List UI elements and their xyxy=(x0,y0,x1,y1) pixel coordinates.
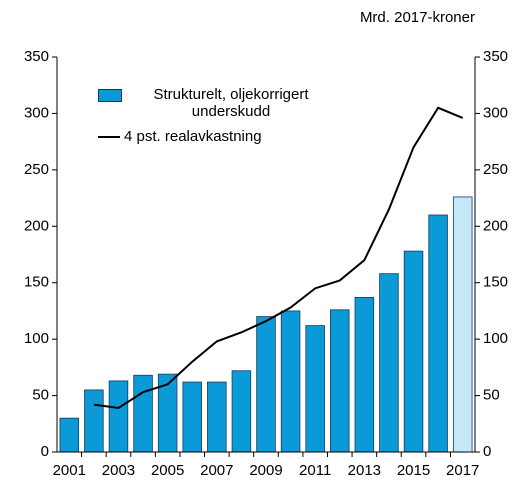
bar xyxy=(182,381,202,453)
bar xyxy=(133,374,153,453)
legend: Strukturelt, oljekorrigert underskudd 4 … xyxy=(98,86,336,145)
legend-label: Strukturelt, oljekorrigert underskudd xyxy=(153,86,309,120)
y-tick-label: 150 xyxy=(24,274,49,291)
y2-tick-label: 200 xyxy=(483,217,508,234)
y-tick-label: 50 xyxy=(32,387,49,404)
bar xyxy=(84,389,104,453)
x-tick-label: 2007 xyxy=(200,462,233,479)
bar xyxy=(330,309,350,453)
bar xyxy=(256,316,276,453)
legend-label: 4 pst. realavkastning xyxy=(124,128,262,145)
unit-label: Mrd. 2017-kroner xyxy=(360,9,475,26)
y-tick-label: 200 xyxy=(24,217,49,234)
y2-tick-label: 300 xyxy=(483,104,508,121)
bar xyxy=(207,381,227,453)
x-tick-label: 2009 xyxy=(249,462,282,479)
x-tick-label: 2017 xyxy=(446,462,479,479)
y2-tick-label: 250 xyxy=(483,161,508,178)
bar xyxy=(452,196,473,453)
legend-swatch xyxy=(98,89,122,102)
bar xyxy=(354,296,375,453)
line xyxy=(93,106,464,410)
y-tick-label: 350 xyxy=(24,48,49,65)
bar xyxy=(403,250,424,453)
y-tick-label: 100 xyxy=(24,330,49,347)
y2-tick-label: 150 xyxy=(483,274,508,291)
y2-tick-label: 100 xyxy=(483,330,508,347)
bar xyxy=(305,325,325,453)
y2-tick-label: 350 xyxy=(483,48,508,65)
legend-item: 4 pst. realavkastning xyxy=(98,128,336,145)
y-tick-label: 0 xyxy=(41,443,49,460)
bar xyxy=(428,214,448,453)
y-tick-label: 300 xyxy=(24,104,49,121)
bar xyxy=(231,370,252,453)
y2-tick-label: 50 xyxy=(483,387,500,404)
x-tick-label: 2013 xyxy=(348,462,381,479)
x-tick-label: 2005 xyxy=(151,462,184,479)
bar xyxy=(108,380,129,453)
y-tick-label: 250 xyxy=(24,161,49,178)
y2-tick-label: 0 xyxy=(483,443,491,460)
x-tick-label: 2003 xyxy=(102,462,135,479)
bar xyxy=(59,417,80,453)
x-tick-label: 2015 xyxy=(397,462,430,479)
legend-swatch xyxy=(98,135,120,138)
x-tick-label: 2011 xyxy=(299,462,331,479)
bar xyxy=(280,310,301,453)
legend-item: Strukturelt, oljekorrigert underskudd xyxy=(98,86,336,120)
x-tick-label: 2001 xyxy=(53,462,86,479)
bar xyxy=(379,273,399,453)
